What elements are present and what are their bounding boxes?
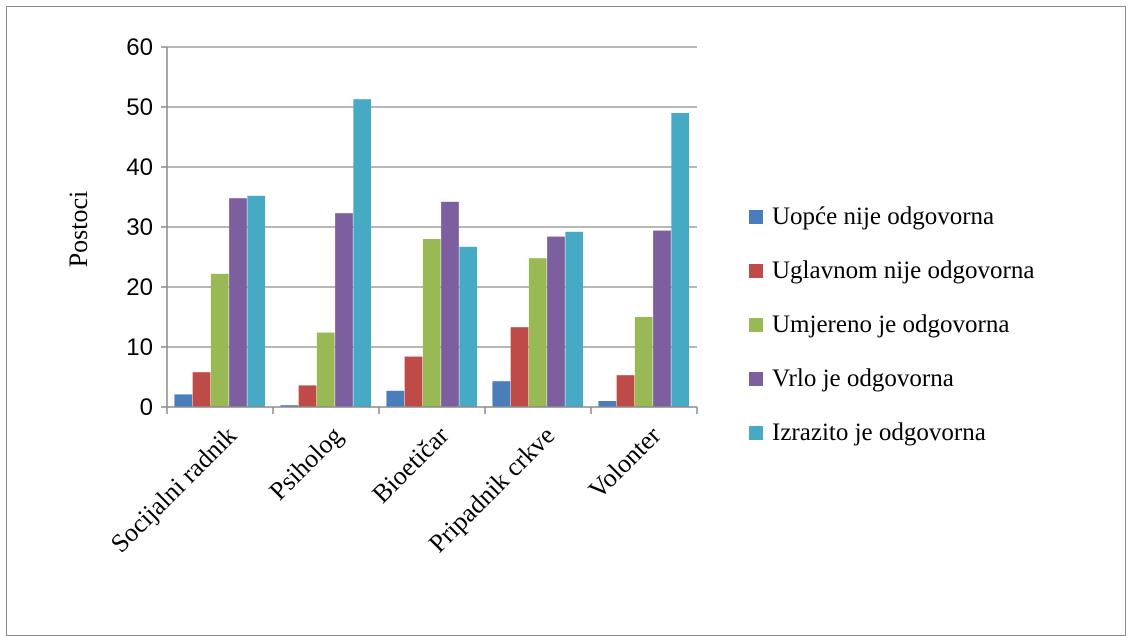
bar — [422, 239, 441, 407]
bar — [280, 405, 299, 407]
legend-label: Uglavnom nije odgovorna — [772, 257, 1034, 284]
x-category-label: Psiholog — [263, 421, 348, 506]
x-category-label: Socijalni radnik — [105, 421, 242, 558]
y-tick-label: 20 — [126, 274, 153, 301]
bar — [210, 273, 229, 407]
legend-swatch — [749, 264, 763, 278]
bar — [441, 201, 459, 407]
x-category-label: Volonter — [583, 421, 667, 505]
bars — [174, 99, 690, 407]
bar — [386, 390, 405, 407]
bar — [229, 198, 247, 407]
bar-chart: 0 10 20 30 40 50 60 Socijalni radnik Psiholog Bi… — [64, 34, 1034, 558]
chart-frame: 0 10 20 30 40 50 60 Socijalni radnik Psiholog Bi… — [6, 6, 1126, 636]
legend-label: Vrlo je odgovorna — [772, 365, 954, 392]
y-tick-labels: 0 10 20 30 40 50 60 — [126, 34, 153, 421]
y-axis-title: Postoci — [64, 191, 93, 268]
y-tick-label: 10 — [126, 334, 153, 361]
bar — [547, 236, 565, 407]
x-category-label: Bioetičar — [366, 420, 454, 508]
y-tick-label: 30 — [126, 214, 153, 241]
axes — [161, 46, 698, 414]
legend-swatch — [749, 372, 763, 386]
bar — [634, 317, 653, 407]
bar — [510, 327, 529, 407]
legend-swatch — [749, 426, 763, 440]
y-tick-label: 50 — [126, 94, 153, 121]
y-tick-label: 40 — [126, 154, 153, 181]
legend: Uopće nije odgovorna Uglavnom nije odgovo… — [749, 203, 1034, 446]
bar — [247, 195, 266, 407]
bar — [353, 99, 372, 407]
bar — [616, 375, 635, 407]
bar — [459, 246, 478, 407]
bar — [598, 401, 617, 407]
bar — [565, 231, 584, 407]
bar — [192, 372, 211, 407]
bar — [653, 230, 671, 407]
y-tick-label: 60 — [126, 34, 153, 61]
y-tick-label: 0 — [140, 394, 153, 421]
bar — [404, 356, 423, 407]
bar — [528, 258, 547, 407]
x-category-labels: Socijalni radnik Psiholog BioetičarPripadn… — [105, 420, 667, 558]
bar — [174, 394, 193, 407]
legend-label: Umjereno je odgovorna — [772, 311, 1009, 338]
bar — [492, 381, 511, 407]
legend-swatch — [749, 210, 763, 224]
bar — [298, 385, 317, 407]
legend-label: Uopće nije odgovorna — [772, 203, 994, 230]
legend-swatch — [749, 318, 763, 332]
bar — [316, 332, 335, 407]
legend-label: Izrazito je odgovorna — [772, 419, 986, 446]
bar — [671, 113, 690, 407]
bar — [335, 213, 353, 407]
